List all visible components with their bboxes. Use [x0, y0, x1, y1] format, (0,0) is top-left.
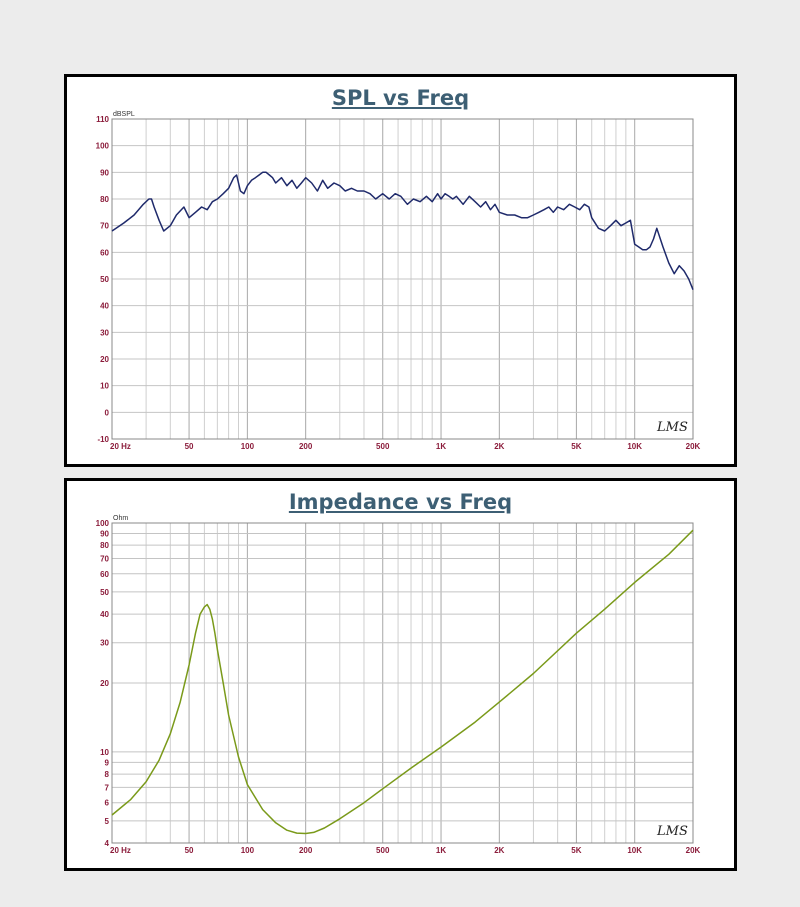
impedance-y-tick-label: 9	[105, 758, 110, 767]
impedance-x-tick-label: 5K	[571, 846, 581, 855]
spl-chart-panel: SPL vs Freq 110 100 90 80 70 60 50 40 30 20 10 0 -10…	[64, 74, 737, 467]
spl-y-tick-label: 50	[100, 275, 109, 284]
impedance-x-tick-label: 20K	[686, 846, 701, 855]
impedance-plot-frame	[111, 522, 694, 844]
spl-y-tick-label: -10	[97, 435, 109, 444]
impedance-y-tick-label: 30	[100, 639, 109, 648]
impedance-series-line	[111, 529, 694, 835]
spl-x-tick-label: 1K	[436, 442, 446, 451]
spl-y-tick-label: 40	[100, 302, 109, 311]
spl-plot-frame	[111, 118, 694, 440]
impedance-y-tick-label: 60	[100, 570, 109, 579]
impedance-x-tick-label: 50	[185, 846, 194, 855]
spl-grid	[111, 118, 694, 440]
impedance-x-tick-label: 20 Hz	[110, 846, 131, 855]
spl-series-line	[111, 171, 694, 290]
spl-x-tick-label: 100	[241, 442, 255, 451]
impedance-grid	[111, 522, 694, 844]
spl-x-tick-label: 50	[185, 442, 194, 451]
spl-y-tick-label: 100	[96, 142, 110, 151]
spl-y-tick-label: 110	[96, 115, 109, 124]
impedance-chart-panel: Impedance vs Freq 100 90 80 70 60 50 40 30 20 10 9…	[64, 478, 737, 871]
spl-x-tick-label: 10K	[627, 442, 642, 451]
impedance-y-tick-label: 50	[100, 588, 109, 597]
impedance-x-tick-label: 500	[376, 846, 390, 855]
spl-x-tick-label: 20K	[686, 442, 701, 451]
spl-lms-logo: LMS	[656, 420, 688, 435]
spl-y-tick-label: 10	[100, 382, 109, 391]
spl-x-tick-label: 5K	[571, 442, 581, 451]
impedance-chart-title: Impedance vs Freq	[288, 490, 513, 514]
impedance-x-tick-label: 2K	[494, 846, 504, 855]
impedance-x-tick-label: 200	[299, 846, 313, 855]
impedance-y-tick-label: 90	[100, 529, 109, 538]
spl-y-tick-label: 90	[100, 168, 109, 177]
spl-x-tick-label: 20 Hz	[110, 442, 131, 451]
impedance-lms-logo: LMS	[656, 824, 688, 839]
impedance-y-tick-label: 7	[105, 783, 110, 792]
impedance-y-tick-label: 40	[100, 610, 109, 619]
impedance-x-tick-label: 100	[241, 846, 255, 855]
spl-y-tick-label: 30	[100, 328, 109, 337]
spl-y-tick-label: 70	[100, 222, 109, 231]
impedance-y-tick-label: 10	[100, 748, 109, 757]
spl-chart-title: SPL vs Freq	[331, 86, 470, 110]
impedance-y-tick-label: 100	[96, 519, 110, 528]
spl-x-tick-label: 500	[376, 442, 390, 451]
impedance-y-tick-label: 80	[100, 541, 109, 550]
spl-y-tick-label: 20	[100, 355, 109, 364]
spl-x-tick-label: 2K	[494, 442, 504, 451]
spl-x-tick-label: 200	[299, 442, 313, 451]
impedance-y-tick-label: 20	[100, 679, 109, 688]
impedance-y-tick-label: 70	[100, 554, 109, 563]
impedance-y-axis-unit: Ohm	[113, 515, 128, 522]
impedance-y-tick-label: 6	[105, 799, 110, 808]
spl-y-tick-label: 0	[105, 408, 110, 417]
spl-y-tick-label: 80	[100, 195, 109, 204]
spl-y-tick-label: 60	[100, 248, 109, 257]
impedance-x-tick-label: 1K	[436, 846, 446, 855]
spl-y-axis-unit: dBSPL	[113, 111, 135, 118]
impedance-x-tick-label: 10K	[627, 846, 642, 855]
impedance-y-tick-label: 4	[105, 839, 110, 848]
impedance-y-tick-label: 5	[105, 817, 110, 826]
impedance-y-tick-label: 8	[105, 770, 110, 779]
